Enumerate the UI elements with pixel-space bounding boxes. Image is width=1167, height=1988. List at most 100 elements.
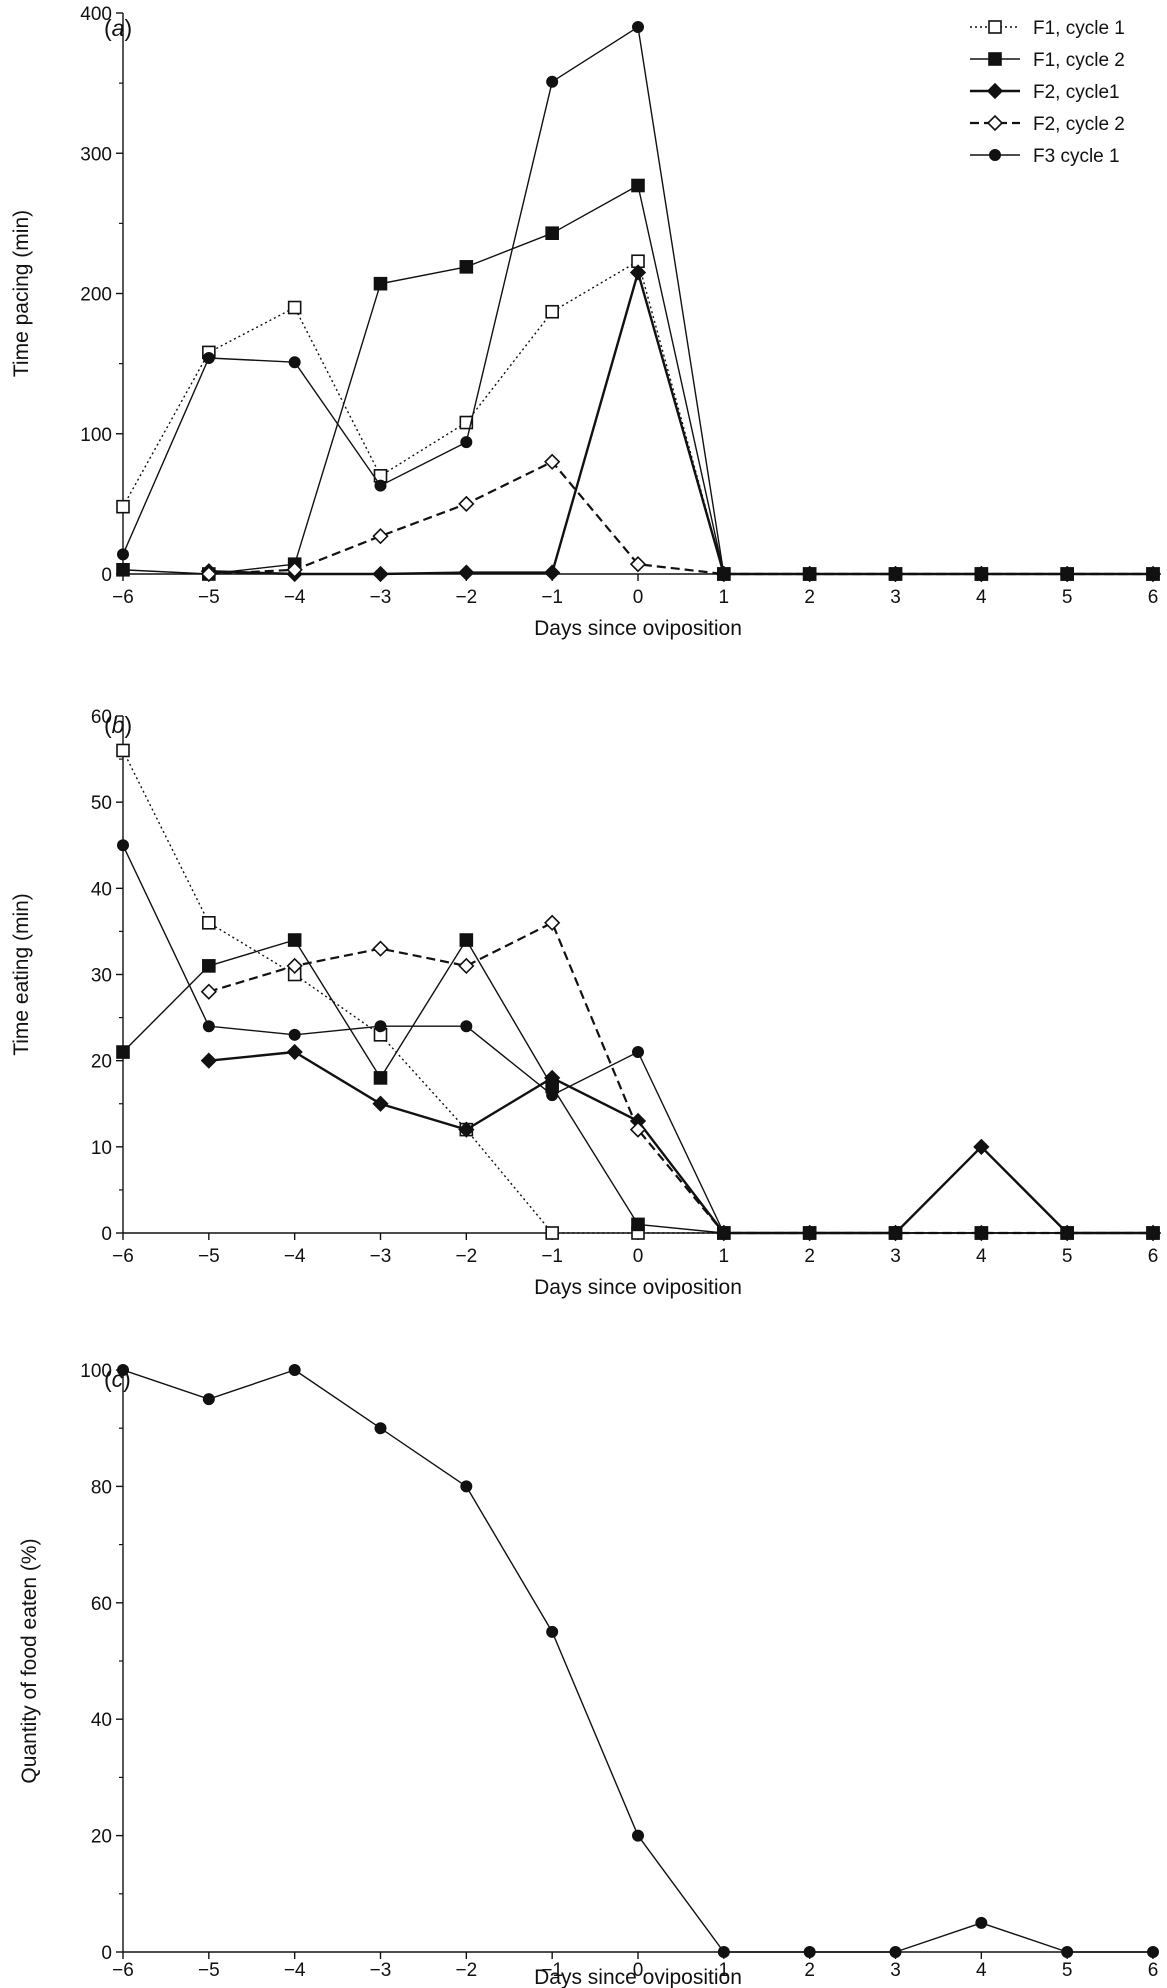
data-point [117,1364,129,1376]
x-axis-title: Days since oviposition [534,1966,742,1988]
data-point [629,556,647,573]
data-point [975,1916,988,1929]
x-tick-label: −5 [198,1960,220,1981]
data-point [1061,568,1074,580]
x-tick-label: 5 [1062,1246,1073,1267]
data-point [889,568,902,580]
data-point [975,568,988,580]
data-point [288,1028,301,1041]
legend-label: F3 cycle 1 [1033,146,1120,167]
data-point [546,75,559,88]
x-tick-label: −5 [198,1246,220,1267]
x-tick-label: −5 [198,587,220,608]
legend-label: F1, cycle 1 [1033,18,1125,39]
data-point [200,1052,217,1069]
data-point [975,1227,988,1239]
data-point [544,1069,561,1087]
y-tick-label: 10 [91,1138,112,1159]
data-point [629,264,647,281]
x-tick-label: 6 [1148,1960,1159,1981]
y-tick-label: 50 [91,793,112,814]
data-point [889,1227,902,1239]
data-point [803,568,816,580]
y-axis-title: Time eating (min) [10,893,33,1056]
data-point [545,1226,559,1240]
data-point [116,743,130,758]
series-1 [116,254,1160,581]
data-point [117,839,129,852]
y-tick-label: 80 [91,1477,112,1498]
x-tick-label: 1 [719,1960,730,1981]
data-point [374,479,387,492]
data-point [545,304,559,319]
x-tick-label: −3 [370,1960,392,1981]
y-tick-label: 0 [101,565,112,586]
data-point [544,453,561,470]
data-point [374,1422,387,1435]
x-tick-label: 2 [804,1960,815,1981]
data-point [546,1625,559,1638]
series-line [122,939,1153,1234]
x-tick-label: −1 [541,1246,563,1267]
series-1 [117,1364,1159,1958]
data-point [202,915,216,930]
legend: F1, cycle 1 F1, cycle 2 F2, cycle1 F2, cycl… [970,18,1125,167]
y-tick-label: 0 [101,1224,112,1245]
data-point [202,959,216,973]
x-tick-label: −4 [284,1960,306,1981]
data-point [460,1020,473,1033]
data-point [629,1121,647,1138]
y-axis-title: Quantity of food eaten (%) [18,1538,41,1783]
x-axis-title: Days since oviposition [534,617,742,640]
x-axis-title: Days since oviposition [534,1276,742,1299]
x-tick-label: 0 [633,1246,644,1267]
x-tick-label: −3 [370,1246,392,1267]
data-point [1061,1227,1074,1239]
data-point [458,564,475,581]
x-tick-label: −6 [112,587,134,608]
legend-label: F2, cycle1 [1033,82,1120,103]
data-point [116,499,130,514]
data-point [372,565,389,583]
data-point [631,178,645,193]
data-point [1147,568,1159,580]
data-point [803,1946,816,1958]
data-point [1061,1946,1074,1958]
data-point [459,933,474,947]
x-tick-label: 1 [719,1246,730,1267]
data-point [973,1138,990,1155]
series-line [208,460,1153,576]
x-tick-label: 6 [1148,1246,1159,1267]
data-point [460,436,473,449]
series-line [208,1050,1153,1235]
data-point [458,957,475,975]
data-point [717,1946,730,1958]
x-tick-label: 3 [890,1246,901,1267]
data-point [286,561,303,578]
x-tick-label: 6 [1148,587,1159,608]
panel-label: (a) [104,15,132,41]
data-point [288,356,301,369]
x-tick-label: 1 [719,587,730,608]
data-point [546,1089,559,1102]
series-line [122,260,1153,575]
y-axis-title: Time pacing (min) [10,210,33,377]
legend-marker [986,114,1004,132]
data-point [372,528,389,545]
series-line [122,750,1153,1234]
x-tick-label: 5 [1062,587,1073,608]
x-tick-label: 0 [633,1960,644,1981]
data-point [373,276,388,291]
data-point [288,1364,301,1376]
legend-marker [988,52,1002,66]
data-point [117,548,129,561]
data-point [202,1393,215,1406]
data-point [632,1829,644,1842]
data-point [717,568,730,580]
x-tick-label: −3 [370,587,392,608]
x-tick-label: −2 [455,1246,477,1267]
y-tick-label: 400 [80,4,112,25]
x-tick-label: 5 [1062,1960,1073,1981]
data-point [717,1227,730,1239]
x-tick-label: −6 [112,1246,134,1267]
